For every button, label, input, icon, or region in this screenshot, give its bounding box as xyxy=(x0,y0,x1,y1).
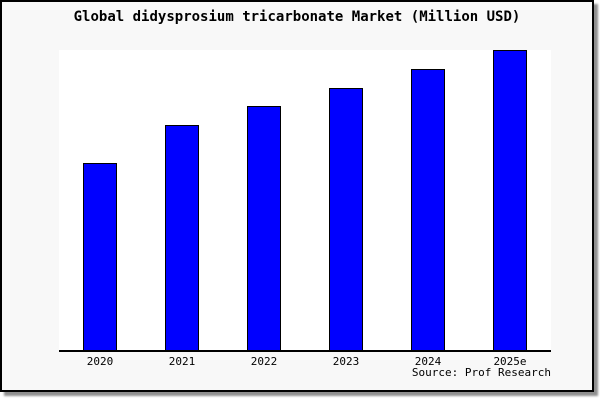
bar-2022 xyxy=(247,106,281,350)
x-axis-labels: 2020 2021 2022 2023 2024 2025e xyxy=(59,355,551,368)
bar-slot-2024 xyxy=(387,50,469,350)
bar-slot-2021 xyxy=(141,50,223,350)
bar-2025e xyxy=(493,50,527,350)
source-note: Source: Prof Research xyxy=(411,366,551,379)
plot-area xyxy=(59,50,551,352)
chart-title: Global didysprosium tricarbonate Market … xyxy=(73,9,521,25)
x-tick-label-2020: 2020 xyxy=(86,355,114,368)
x-tick-label-2025e: 2025e xyxy=(493,355,527,368)
chart-figure: Global didysprosium tricarbonate Market … xyxy=(0,0,594,392)
bar-slot-2023 xyxy=(305,50,387,350)
bar-2024 xyxy=(411,68,445,350)
x-tick-label-2021: 2021 xyxy=(168,355,196,368)
bar-slot-2025e xyxy=(469,50,551,350)
bar-2021 xyxy=(165,125,199,350)
x-tick-label-2022: 2022 xyxy=(250,355,278,368)
bar-slot-2022 xyxy=(223,50,305,350)
x-tick-label-2024: 2024 xyxy=(414,355,442,368)
bar-2020 xyxy=(83,162,117,350)
bar-2023 xyxy=(329,87,363,350)
x-tick-label-2023: 2023 xyxy=(332,355,360,368)
bar-slot-2020 xyxy=(59,50,141,350)
